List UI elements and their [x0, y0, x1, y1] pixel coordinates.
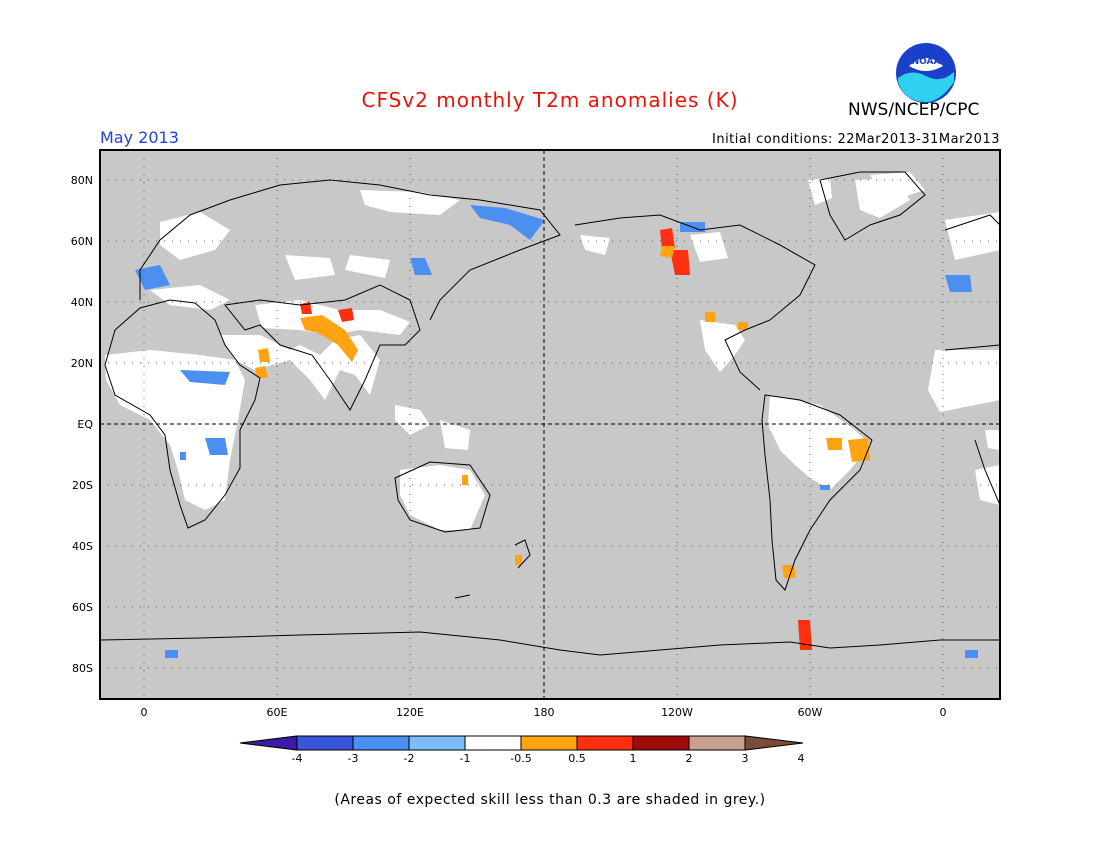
equator-dateline — [100, 150, 1000, 699]
lat-tick-label: 40N — [71, 296, 93, 309]
initial-conditions: Initial conditions: 22Mar2013-31Mar2013 — [712, 132, 1000, 147]
warm-anomalies — [255, 228, 870, 650]
colorbar-arrow-high — [744, 735, 804, 751]
colorbar-label: -1 — [460, 752, 471, 765]
lon-tick-label: 0 — [940, 706, 947, 719]
lat-tick-label: 40S — [72, 540, 93, 553]
world-map: 80N 60N 40N 20N EQ 20S 40S 60S 80S 0 60E… — [71, 149, 1001, 719]
lon-tick-label: 60W — [798, 706, 823, 719]
lon-tick-label: 120E — [396, 706, 424, 719]
colorbar-swatch — [408, 735, 466, 751]
lat-tick-label: 20S — [72, 479, 93, 492]
footnote: (Areas of expected skill less than 0.3 a… — [334, 792, 766, 808]
colorbar-swatch — [576, 735, 634, 751]
colorbar-label: 1 — [630, 752, 637, 765]
coastlines — [100, 171, 1000, 656]
colorbar-swatch — [688, 735, 746, 751]
lat-tick-label: EQ — [77, 418, 93, 431]
chart-title: CFSv2 monthly T2m anomalies (K) — [361, 88, 739, 112]
colorbar-label: 3 — [742, 752, 749, 765]
cold-anomalies — [135, 205, 978, 658]
forecast-month: May 2013 — [100, 128, 179, 147]
colorbar-label: -2 — [404, 752, 415, 765]
lon-tick-label: 0 — [141, 706, 148, 719]
lat-tick-label: 60N — [71, 235, 93, 248]
colorbar-swatch — [464, 735, 522, 751]
colorbar-swatches — [239, 735, 804, 751]
colorbar-arrow-low — [239, 735, 298, 751]
colorbar-swatch — [632, 735, 690, 751]
colorbar-label: -4 — [292, 752, 303, 765]
lon-tick-label: 180 — [534, 706, 555, 719]
lat-tick-label: 60S — [72, 601, 93, 614]
colorbar-label: 2 — [686, 752, 693, 765]
lon-axis: 0 60E 120E 180 120W 60W 0 — [141, 706, 947, 719]
organization-label: NWS/NCEP/CPC — [848, 100, 980, 120]
lat-tick-label: 80N — [71, 174, 93, 187]
colorbar-label: 0.5 — [568, 752, 586, 765]
lat-tick-label: 80S — [72, 662, 93, 675]
colorbar-label: -0.5 — [510, 752, 531, 765]
colorbar-swatch — [520, 735, 578, 751]
noaa-logo-icon: NOAA — [896, 43, 956, 103]
lat-axis: 80N 60N 40N 20N EQ 20S 40S 60S 80S — [71, 174, 94, 675]
lon-tick-label: 120W — [661, 706, 693, 719]
lat-tick-label: 20N — [71, 357, 93, 370]
map-content — [100, 150, 1000, 699]
colorbar: -4 -3 -2 -1 -0.5 0.5 1 2 3 4 — [239, 735, 805, 765]
logo-text: NOAA — [912, 57, 941, 67]
colorbar-label: 4 — [798, 752, 805, 765]
colorbar-labels: -4 -3 -2 -1 -0.5 0.5 1 2 3 4 — [292, 752, 805, 765]
colorbar-label: -3 — [348, 752, 359, 765]
lon-tick-label: 60E — [267, 706, 288, 719]
colorbar-swatch — [352, 735, 410, 751]
map-frame — [99, 149, 1001, 700]
colorbar-swatch — [296, 735, 354, 751]
